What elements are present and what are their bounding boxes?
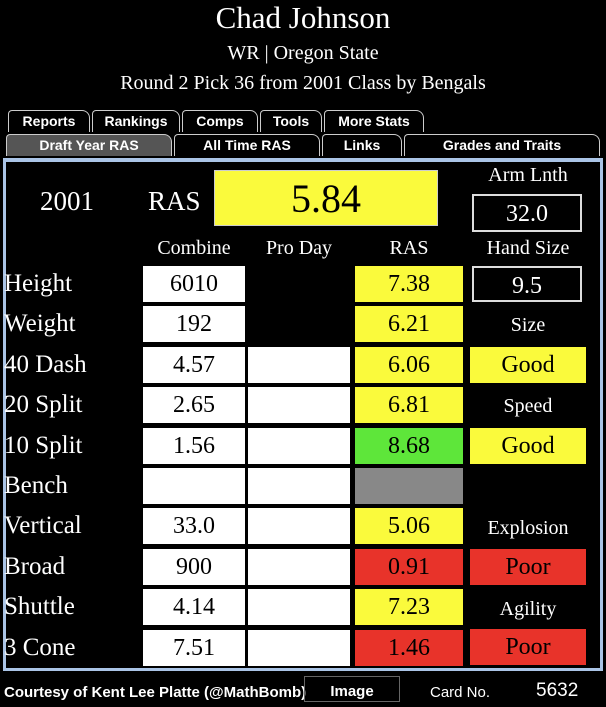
combine-value: 900	[143, 548, 245, 585]
draft-year: 2001	[40, 186, 94, 216]
overall-ras-score: 5.84	[214, 170, 438, 226]
tab-rankings[interactable]: Rankings	[92, 110, 180, 132]
pro-day-value	[248, 468, 350, 504]
ras-value: 1.46	[355, 629, 463, 666]
speed-label: Speed	[503, 395, 553, 417]
row-label: Bench	[4, 472, 68, 499]
pro-day-value	[248, 346, 350, 383]
row-label: Shuttle	[4, 593, 75, 621]
explosion-label: Explosion	[487, 517, 569, 539]
ras-value: 6.21	[355, 306, 463, 343]
row-label: Vertical	[4, 512, 82, 540]
pro-day-value	[248, 629, 350, 666]
tab-links[interactable]: Links	[322, 134, 402, 156]
speed-grade-10: Good	[470, 428, 586, 464]
combine-value: 7.51	[143, 629, 245, 666]
ras-value: 8.68	[355, 427, 463, 464]
row-label: 20 Split	[4, 391, 83, 419]
explosion-grade: Poor	[470, 549, 586, 585]
row-label: 40 Dash	[4, 350, 87, 378]
arm-length-label: Arm Lnth	[488, 164, 568, 186]
draft-info: Round 2 Pick 36 from 2001 Class by Benga…	[120, 72, 486, 94]
image-button[interactable]: Image	[304, 676, 400, 702]
combine-value: 4.14	[143, 589, 245, 626]
row-label: Height	[4, 270, 73, 297]
ras-value: 7.23	[355, 589, 463, 626]
ras-value: 6.06	[355, 346, 463, 383]
pro-day-value	[248, 548, 350, 585]
credit-text: Courtesy of Kent Lee Platte (@MathBomb)	[4, 684, 307, 701]
size-label: Size	[510, 314, 546, 336]
combine-value: 33.0	[143, 508, 245, 545]
ras-value: 0.91	[355, 548, 463, 585]
combine-value: 192	[143, 306, 245, 343]
tab-comps[interactable]: Comps	[182, 110, 258, 132]
position-school: WR | Oregon State	[227, 42, 379, 64]
tab-all-time-ras[interactable]: All Time RAS	[174, 134, 320, 156]
combine-value: 2.65	[143, 387, 245, 424]
ras-value	[355, 468, 463, 504]
combine-header: Combine	[157, 237, 231, 259]
player-name: Chad Johnson	[215, 0, 391, 35]
combine-value: 4.57	[143, 346, 245, 383]
row-label: 3 Cone	[4, 633, 76, 661]
speed-grade-40: Good	[470, 347, 586, 383]
pro-day-value	[248, 508, 350, 545]
pro-day-header: Pro Day	[265, 237, 333, 259]
ras-card-panel	[3, 158, 603, 671]
tab-more-stats[interactable]: More Stats	[324, 110, 424, 132]
combine-value: 1.56	[143, 427, 245, 464]
tab-reports[interactable]: Reports	[8, 110, 90, 132]
agility-label: Agility	[499, 598, 557, 620]
pro-day-value	[248, 387, 350, 424]
tab-tools[interactable]: Tools	[260, 110, 322, 132]
ras-value: 6.81	[355, 387, 463, 424]
ras-header: RAS	[389, 237, 429, 259]
pro-day-value	[248, 589, 350, 626]
combine-value: 6010	[143, 266, 245, 302]
row-label: Broad	[4, 552, 66, 580]
row-label: Weight	[4, 310, 76, 338]
ras-value: 7.38	[355, 266, 463, 302]
pro-day-value	[248, 427, 350, 464]
row-label: 10 Split	[4, 431, 83, 459]
ras-label: RAS	[148, 186, 201, 216]
tab-draft-year-ras[interactable]: Draft Year RAS	[6, 134, 172, 156]
card-number-label: Card No.	[430, 684, 491, 701]
combine-value	[143, 468, 245, 504]
ras-value: 5.06	[355, 508, 463, 545]
tab-grades-and-traits[interactable]: Grades and Traits	[404, 134, 600, 156]
arm-length-value: 32.0	[472, 194, 582, 232]
hand-size-label: Hand Size	[486, 237, 570, 259]
agility-grade: Poor	[470, 629, 586, 665]
card-number: 5632	[536, 680, 579, 701]
hand-size-value: 9.5	[472, 266, 582, 302]
